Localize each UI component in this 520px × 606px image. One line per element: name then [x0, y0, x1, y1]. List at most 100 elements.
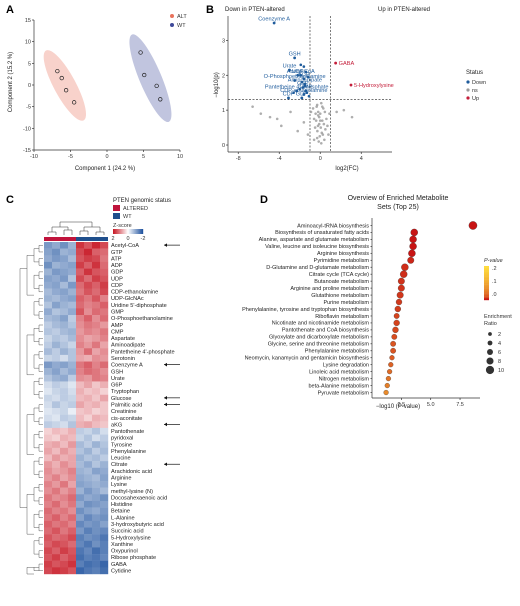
- panel-c-heatmap-cell: [76, 427, 85, 435]
- panel-b-point-ns: [342, 108, 346, 112]
- panel-c-heatmap-cell: [52, 434, 61, 442]
- panel-c-heatmap-cell: [92, 341, 101, 349]
- panel-c-row-label: Leucine: [111, 456, 131, 462]
- panel-c-heatmap-cell: [52, 447, 61, 455]
- panel-c-row-label: Cytidine: [111, 568, 131, 574]
- panel-c-row-label: GABA: [111, 562, 127, 568]
- panel-c-legend-title: PTEN genomic status: [113, 198, 171, 204]
- panel-c-heatmap-cell: [92, 454, 101, 462]
- panel-d-xlabel: −log10 (P-value): [376, 404, 420, 410]
- panel-a-x-tick-label: -5: [68, 154, 73, 160]
- panel-b-title-right: Up in PTEN-altered: [378, 7, 430, 13]
- panel-c-column-annotation: [100, 237, 108, 241]
- panel-c-heatmap-cell: [52, 408, 61, 415]
- panel-d-point: [393, 313, 400, 319]
- panel-b-xlabel: log2(FC): [335, 166, 358, 172]
- panel-a-point-alt: [59, 75, 64, 81]
- panel-c-heatmap-cell: [76, 242, 85, 249]
- panel-c-heatmap-cell: [100, 394, 109, 402]
- panel-c-heatmap-cell: [52, 348, 61, 356]
- panel-c-heatmap-cell: [60, 461, 69, 468]
- panel-a-x-tick-label: 0: [105, 154, 108, 160]
- panel-c-heatmap-cell: [68, 388, 77, 395]
- panel-c-heatmap-cell: [100, 308, 109, 316]
- panel-c-row-label: GDP: [111, 270, 123, 276]
- panel-c-heatmap-cell: [76, 434, 85, 442]
- panel-a-y-tick-label: 0: [28, 83, 31, 89]
- panel-c-heatmap-cell: [60, 354, 69, 362]
- panel-c-heatmap-cell: [84, 374, 93, 382]
- panel-c-heatmap-cell: [60, 500, 69, 508]
- panel-c-heatmap-cell: [100, 427, 109, 435]
- panel-c-heatmap-cell: [84, 514, 93, 522]
- panel-c-heatmap-cell: [60, 248, 69, 256]
- panel-c-heatmap-cell: [60, 454, 69, 462]
- panel-c-heatmap-cell: [60, 281, 69, 289]
- panel-c-heatmap-cell: [60, 315, 69, 322]
- panel-c-heatmap-cell: [52, 368, 61, 375]
- panel-c-row-label: Uridine 5'-diphosphate: [111, 303, 167, 309]
- panel-c-heatmap-cell: [44, 560, 53, 568]
- panel-d-category-label: Glutathione metabolism: [311, 293, 369, 299]
- panel-d-enrichment-size-label: 2: [498, 332, 501, 338]
- panel-c-heatmap-cell: [100, 421, 109, 429]
- panel-a-y-tick-label: -10: [23, 126, 31, 132]
- panel-c-heatmap-cell: [68, 242, 77, 249]
- enrichment-legend-title-1: Enrichment: [484, 314, 512, 320]
- panel-c-heatmap-cell: [92, 507, 101, 515]
- panel-c-zscore-gradient: [127, 229, 129, 234]
- panel-c-heatmap-cell: [92, 374, 101, 382]
- panel-c-heatmap-cell: [76, 255, 85, 263]
- panel-c-heatmap-cell: [84, 255, 93, 263]
- panel-d-title-line1: Overview of Enriched Metabolite: [348, 195, 449, 202]
- panel-b-point-label: ADP: [298, 72, 310, 78]
- panel-c-heatmap-cell: [68, 427, 77, 435]
- panel-b-point-ns: [317, 115, 321, 119]
- panel-a-confidence-ellipse-wt: [129, 34, 172, 123]
- panel-c-row-label: Coenzyme A: [111, 363, 143, 369]
- panel-c-heatmap-cell: [84, 361, 93, 369]
- panel-d-category-label: Phenylalanine, tyrosine and tryptophan b…: [242, 307, 369, 313]
- panel-b-volcano: Down in PTEN-altered Up in PTEN-altered …: [214, 7, 486, 172]
- panel-c-heatmap-cell: [76, 361, 85, 369]
- panel-c-heatmap-cell: [100, 540, 109, 548]
- panel-d-pvalue-gradient: [484, 286, 489, 289]
- panel-c-heatmap-cell: [84, 388, 93, 395]
- panel-c-heatmap-cell: [68, 354, 77, 362]
- panel-c-heatmap-cell: [52, 414, 61, 422]
- panel-c-heatmap-cell: [68, 381, 77, 389]
- panel-c-heatmap-cell: [92, 261, 101, 269]
- panel-c-heatmap-cell: [84, 441, 93, 449]
- panel-c-heatmap-cell: [52, 534, 61, 541]
- panel-b-point-ns: [318, 119, 322, 122]
- panel-b-point-ns: [319, 141, 323, 145]
- panel-c-heatmap-cell: [68, 494, 77, 502]
- panel-c-zscore-gradient: [120, 229, 122, 234]
- panel-c-heatmap-cell: [44, 487, 53, 495]
- panel-c-zscore-gradient: [141, 229, 143, 234]
- panel-c-heatmap-cell: [60, 295, 69, 302]
- panel-c-heatmap-cell: [52, 255, 61, 263]
- panel-c-column-annotation: [68, 237, 76, 241]
- panel-c-heatmap-cell: [44, 481, 53, 488]
- panel-c-heatmap-cell: [100, 447, 109, 455]
- panel-c-heatmap-cell: [92, 467, 101, 475]
- panel-c-heatmap-cell: [100, 348, 109, 356]
- panel-b-legend-label: Up: [472, 96, 479, 102]
- panel-b-point-ns: [275, 117, 279, 121]
- panel-a-x-tick-label: 5: [142, 154, 145, 160]
- panel-c-row-label: AMP: [111, 323, 123, 329]
- panel-c-heatmap-cell: [92, 554, 101, 561]
- panel-c-row-label: Acetyl-CoA: [111, 243, 139, 249]
- panel-c-heatmap-cell: [68, 454, 77, 462]
- panel-c-heatmap: PTEN genomic status ALTERED WT Z-score A…: [19, 198, 180, 574]
- panel-c-heatmap-cell: [44, 248, 53, 256]
- panel-c-heatmap-cell: [100, 388, 109, 395]
- panel-a-point-alt: [63, 88, 69, 93]
- panel-c-heatmap-cell: [76, 474, 85, 482]
- panel-c-heatmap-cell: [44, 467, 53, 475]
- panel-c-heatmap-cell: [84, 560, 93, 568]
- panel-c-heatmap-cell: [84, 315, 93, 322]
- panel-b-point-ns: [312, 138, 316, 142]
- panel-c-heatmap-cell: [52, 361, 61, 369]
